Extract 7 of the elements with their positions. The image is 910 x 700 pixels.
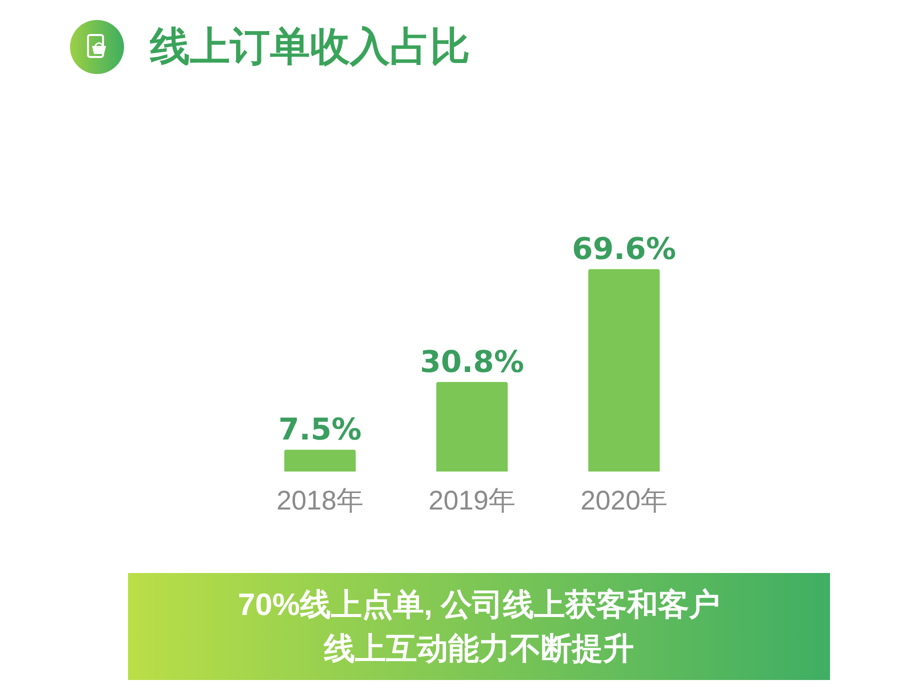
data-label: 69.6% [572, 232, 676, 267]
data-label: 7.5% [278, 412, 362, 448]
x-tick-label: 2020年 [580, 485, 668, 516]
data-label: 30.8% [420, 344, 524, 380]
x-tick-label: 2018年 [276, 485, 364, 516]
x-tick-label: 2019年 [428, 485, 516, 516]
chart-title: 线上订单收入占比 [150, 24, 470, 71]
